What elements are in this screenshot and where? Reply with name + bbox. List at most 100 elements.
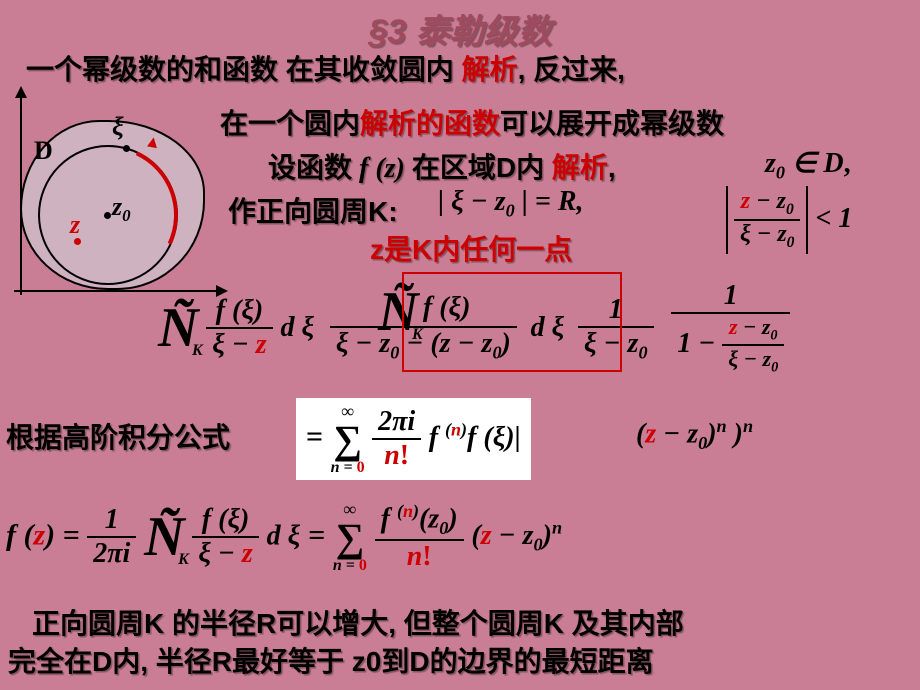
absnb: − z [750,188,786,214]
label-xi: ξ [112,112,124,142]
md_b: 0 [390,342,399,362]
kcc: | = R, [515,186,584,217]
text-line-4: 作正向圆周K: [228,190,398,230]
z2n: n [552,518,562,538]
ndb: 0 [771,360,778,376]
sb1a: n = [331,459,357,476]
fr1n: f (ξ) [206,295,272,329]
absnc: 0 [786,201,794,218]
zz0n-1: (z − z0)n )n [636,416,753,454]
b2b: z0到D的边界的最短距离 [352,646,654,677]
dxi1: d ξ [280,312,314,343]
diagram: D ξ z0 z [8,90,218,300]
nfb: ! [400,440,409,471]
z0d: , [844,148,851,179]
fzc: ) = [45,518,80,551]
nfb2: ! [422,541,431,572]
z0b: 0 [776,163,785,183]
contour-int-3: ÑK [144,505,184,569]
z0-in-D: z0 ∈ D, [765,146,851,184]
text-line-2: 在一个圆内解析的函数可以展开成幂级数 [220,102,724,142]
contour-int-1: ÑK [158,296,198,360]
wfmid: f (ξ)| [467,422,521,453]
ffsb: n [403,501,413,521]
nna: z [729,314,738,339]
l3b: 在区域D内 [412,152,552,183]
dot-z0 [104,212,111,219]
b2a: 完全在D内, 半径R最好等于 [8,646,352,677]
absdb: 0 [787,234,795,251]
dxi3: d ξ [267,520,301,551]
lz0a: z [112,192,122,221]
z1c: − z [656,418,698,449]
section-title: §3 泰勒级数 [0,0,920,53]
fza: f ( [6,518,33,551]
nnc: 0 [770,327,777,343]
fr1da: ξ − [212,329,256,360]
l3c: 解析 [552,152,608,183]
label-z0: z0 [112,192,131,226]
l2a: 在一个圆内 [220,108,360,139]
label-z: z [70,210,80,240]
text-line-5: z是K内任何一点 [370,228,572,268]
absda: ξ − z [740,221,787,247]
abs-lt-1: z − z0 ξ − z0 < 1 [726,186,852,254]
ffnd: ) [448,503,457,534]
nfa2: n [407,541,423,572]
nfa: n [384,440,400,471]
z1a: ( [636,418,645,449]
z1n2: n [743,416,753,436]
kca: | ξ − z [438,186,506,217]
dot-xi [123,145,130,152]
fr3da: ξ − [198,538,242,569]
bottom-line-2: 完全在D内, 半径R最好等于 z0到D的边界的最短距离 [8,640,654,680]
l5: z是K内任何一点 [370,234,572,265]
ffnb: (z [419,503,439,534]
z2d: 0 [534,535,543,555]
wfa: f [429,422,445,453]
k-condition: | ξ − z0 | = R, [438,186,584,222]
feq: = [308,518,325,551]
one2: 1 [671,280,790,314]
sb2a: n = [333,557,359,574]
l1c: , 反过来, [518,54,625,85]
lz0b: 0 [122,206,130,225]
z1b: z [645,418,656,449]
nnb: − z [738,314,771,339]
l1b: 解析 [462,54,518,85]
st1: ∞ [331,402,365,420]
wfsb: n [451,420,461,440]
fzb: z [33,518,45,551]
z0c: ∈ D [785,148,844,179]
fr3n: f (ξ) [192,504,258,538]
z1d: 0 [698,433,707,453]
st2: ∞ [333,500,367,518]
z2b: z [481,520,492,551]
arrow-up-icon [15,86,27,98]
z0a: z [765,148,776,179]
text-line-1: 一个幂级数的和函数 在其收敛圆内 解析, 反过来, [26,48,625,88]
abslt1: < 1 [808,203,852,234]
text-line-3: 设函数 f (z) 在区域D内 解析, [268,146,616,186]
l2c: 可以展开成幂级数 [500,108,724,139]
ffna: f [381,503,397,534]
twopi: 2πi [372,406,421,440]
fr1db: z [256,329,267,360]
oob: 0 [638,342,647,362]
gaojie-label: 根据高阶积分公式 [6,416,230,456]
one3: 1 [87,504,136,538]
kcb: 0 [506,201,515,221]
z1e: ) [707,418,716,449]
sb1b: 0 [357,459,365,476]
l2b: 解析的函数 [360,108,500,139]
l3d: , [608,152,616,183]
l1a: 一个幂级数的和函数 在其收敛圆内 [26,54,462,85]
z2c: − z [492,520,534,551]
twopi2: 2πi [87,538,136,570]
sb2b: 0 [359,557,367,574]
final-formula: f (z) = 1 2πi ÑK f (ξ) ξ − z d ξ = ∞ ∑ n… [6,500,562,574]
nda: ξ − z [728,346,771,371]
bottom-line-1: 正向圆周K 的半径R可以增大, 但整个圆周K 及其内部 [32,602,684,642]
l3a: 设函数 [268,152,352,183]
z2e: ) [543,520,552,551]
